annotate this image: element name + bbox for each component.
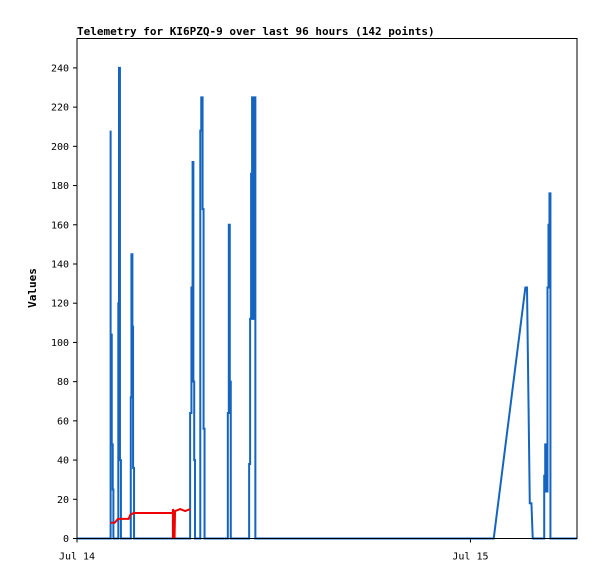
y-tick-label: 160: [51, 220, 69, 231]
series-line-1: [77, 66, 577, 540]
chart-title: Telemetry for KI6PZQ-9 over last 96 hour…: [77, 25, 435, 38]
x-tick-label: Jul 15: [452, 552, 488, 563]
plot-series: [77, 66, 577, 540]
plot-frame: [76, 38, 578, 539]
y-tick-label: 20: [57, 495, 69, 506]
series-line-2: [110, 508, 191, 539]
y-tick-label: 180: [51, 181, 69, 192]
y-tick-label: 40: [57, 456, 69, 467]
x-tick-label: Jul 14: [59, 552, 95, 563]
y-tick-label: 240: [51, 63, 69, 74]
y-tick-label: 120: [51, 299, 69, 310]
y-tick-label: 60: [57, 416, 69, 427]
y-tick-label: 200: [51, 142, 69, 153]
y-tick-label: 80: [57, 377, 69, 388]
y-axis: 0 20 40 60 80 100 120 140 160 180 200 220 240: [51, 63, 77, 545]
y-axis-label: Values: [26, 268, 39, 308]
x-axis: Jul 14 Jul 15: [59, 538, 489, 563]
y-tick-label: 220: [51, 103, 69, 114]
y-tick-label: 0: [63, 534, 69, 545]
y-tick-label: 100: [51, 338, 69, 349]
y-tick-label: 140: [51, 259, 69, 270]
